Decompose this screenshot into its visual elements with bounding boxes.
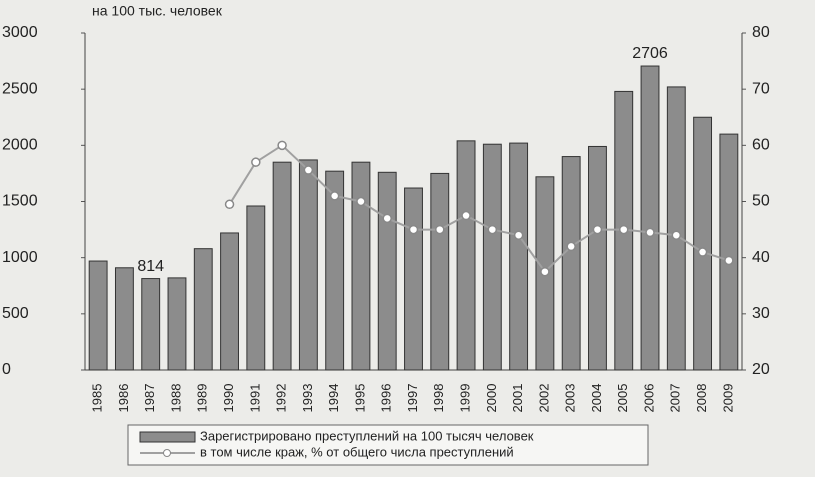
bar (377, 171, 397, 371)
legend-label: Зарегистрировано преступлений на 100 тыс… (200, 428, 534, 443)
bar (666, 86, 686, 371)
line-point (251, 157, 261, 167)
line-point (487, 224, 498, 235)
x-tick-label: 1989 (195, 384, 210, 413)
x-tick-label: 1999 (457, 384, 472, 413)
bar (588, 145, 607, 371)
bar (509, 142, 529, 371)
x-tick-label: 1994 (326, 384, 341, 413)
line-point (461, 210, 471, 221)
line-point (356, 196, 366, 207)
x-tick-label: 2005 (615, 384, 630, 413)
legend-box (127, 424, 649, 466)
y-tick-label: 1500 (2, 193, 38, 210)
line-point (303, 165, 314, 175)
x-tick-label: 1992 (274, 384, 289, 413)
bar (719, 133, 739, 371)
x-tick-label: 2007 (668, 384, 683, 413)
line-point (408, 224, 419, 235)
line-point (435, 224, 445, 235)
line-point (513, 230, 524, 240)
line-point (224, 199, 235, 210)
y-tick-label: 1000 (2, 249, 38, 266)
y2-tick-label: 40 (752, 249, 770, 266)
bar (193, 248, 213, 371)
y2-tick-label: 20 (752, 361, 770, 378)
line-point (382, 213, 392, 224)
line-point (329, 191, 340, 201)
chart-title: на 100 тыс. человек (92, 3, 223, 19)
x-tick-label: 2006 (641, 384, 656, 413)
line-point (566, 241, 576, 252)
bar (351, 161, 371, 371)
line-point (592, 224, 603, 235)
x-tick-label: 1998 (431, 384, 446, 413)
bar (272, 161, 292, 371)
y-tick-label: 2000 (2, 137, 38, 154)
x-tick-label: 2000 (484, 384, 499, 413)
x-tick-label: 2009 (720, 384, 735, 413)
line-point (645, 227, 655, 238)
bar (561, 156, 581, 371)
bar (325, 170, 345, 371)
x-tick-label: 1987 (142, 384, 157, 413)
bar (220, 232, 239, 371)
legend-label: в том числе краж, % от общего числа прес… (200, 444, 514, 459)
bar (141, 278, 161, 371)
line-point (671, 230, 682, 240)
x-tick-label: 1985 (90, 384, 105, 413)
y-tick-label: 0 (2, 361, 11, 378)
legend-swatch (163, 449, 171, 457)
x-tick-label: 1995 (352, 384, 367, 413)
line-point (540, 266, 550, 277)
line-point (697, 247, 708, 257)
x-tick-label: 2002 (536, 384, 551, 413)
y-tick-label: 3000 (2, 24, 38, 41)
x-tick-label: 1988 (168, 384, 183, 413)
data-label: 814 (137, 258, 164, 275)
x-tick-label: 2003 (563, 384, 578, 413)
bar (482, 143, 502, 371)
x-tick-label: 1996 (379, 384, 394, 413)
line-point (618, 224, 629, 235)
x-tick-label: 2008 (694, 384, 709, 413)
bar (298, 159, 318, 371)
y2-tick-label: 30 (752, 305, 770, 322)
y2-tick-label: 50 (752, 193, 770, 210)
bar (88, 260, 108, 371)
y2-tick-label: 60 (752, 137, 770, 154)
x-tick-label: 2001 (510, 384, 525, 413)
y2-tick-label: 70 (752, 80, 770, 97)
legend-swatch (139, 431, 196, 443)
bar (404, 187, 423, 371)
data-label: 2706 (632, 45, 668, 62)
bar (167, 277, 187, 371)
bar (640, 65, 660, 371)
x-tick-label: 1997 (405, 384, 420, 413)
x-tick-label: 1993 (300, 384, 315, 413)
bar (246, 205, 266, 371)
y-tick-label: 500 (2, 305, 29, 322)
bar (430, 172, 450, 371)
x-tick-label: 1990 (221, 384, 236, 413)
line-point (724, 255, 734, 266)
y2-tick-label: 80 (752, 24, 770, 41)
bar (114, 267, 134, 371)
x-tick-label: 2004 (589, 384, 604, 413)
line-point (277, 140, 287, 151)
bar (693, 116, 713, 371)
x-tick-label: 1986 (116, 384, 131, 413)
y-tick-label: 2500 (2, 80, 38, 97)
x-tick-label: 1991 (247, 384, 262, 413)
bar (456, 140, 476, 371)
